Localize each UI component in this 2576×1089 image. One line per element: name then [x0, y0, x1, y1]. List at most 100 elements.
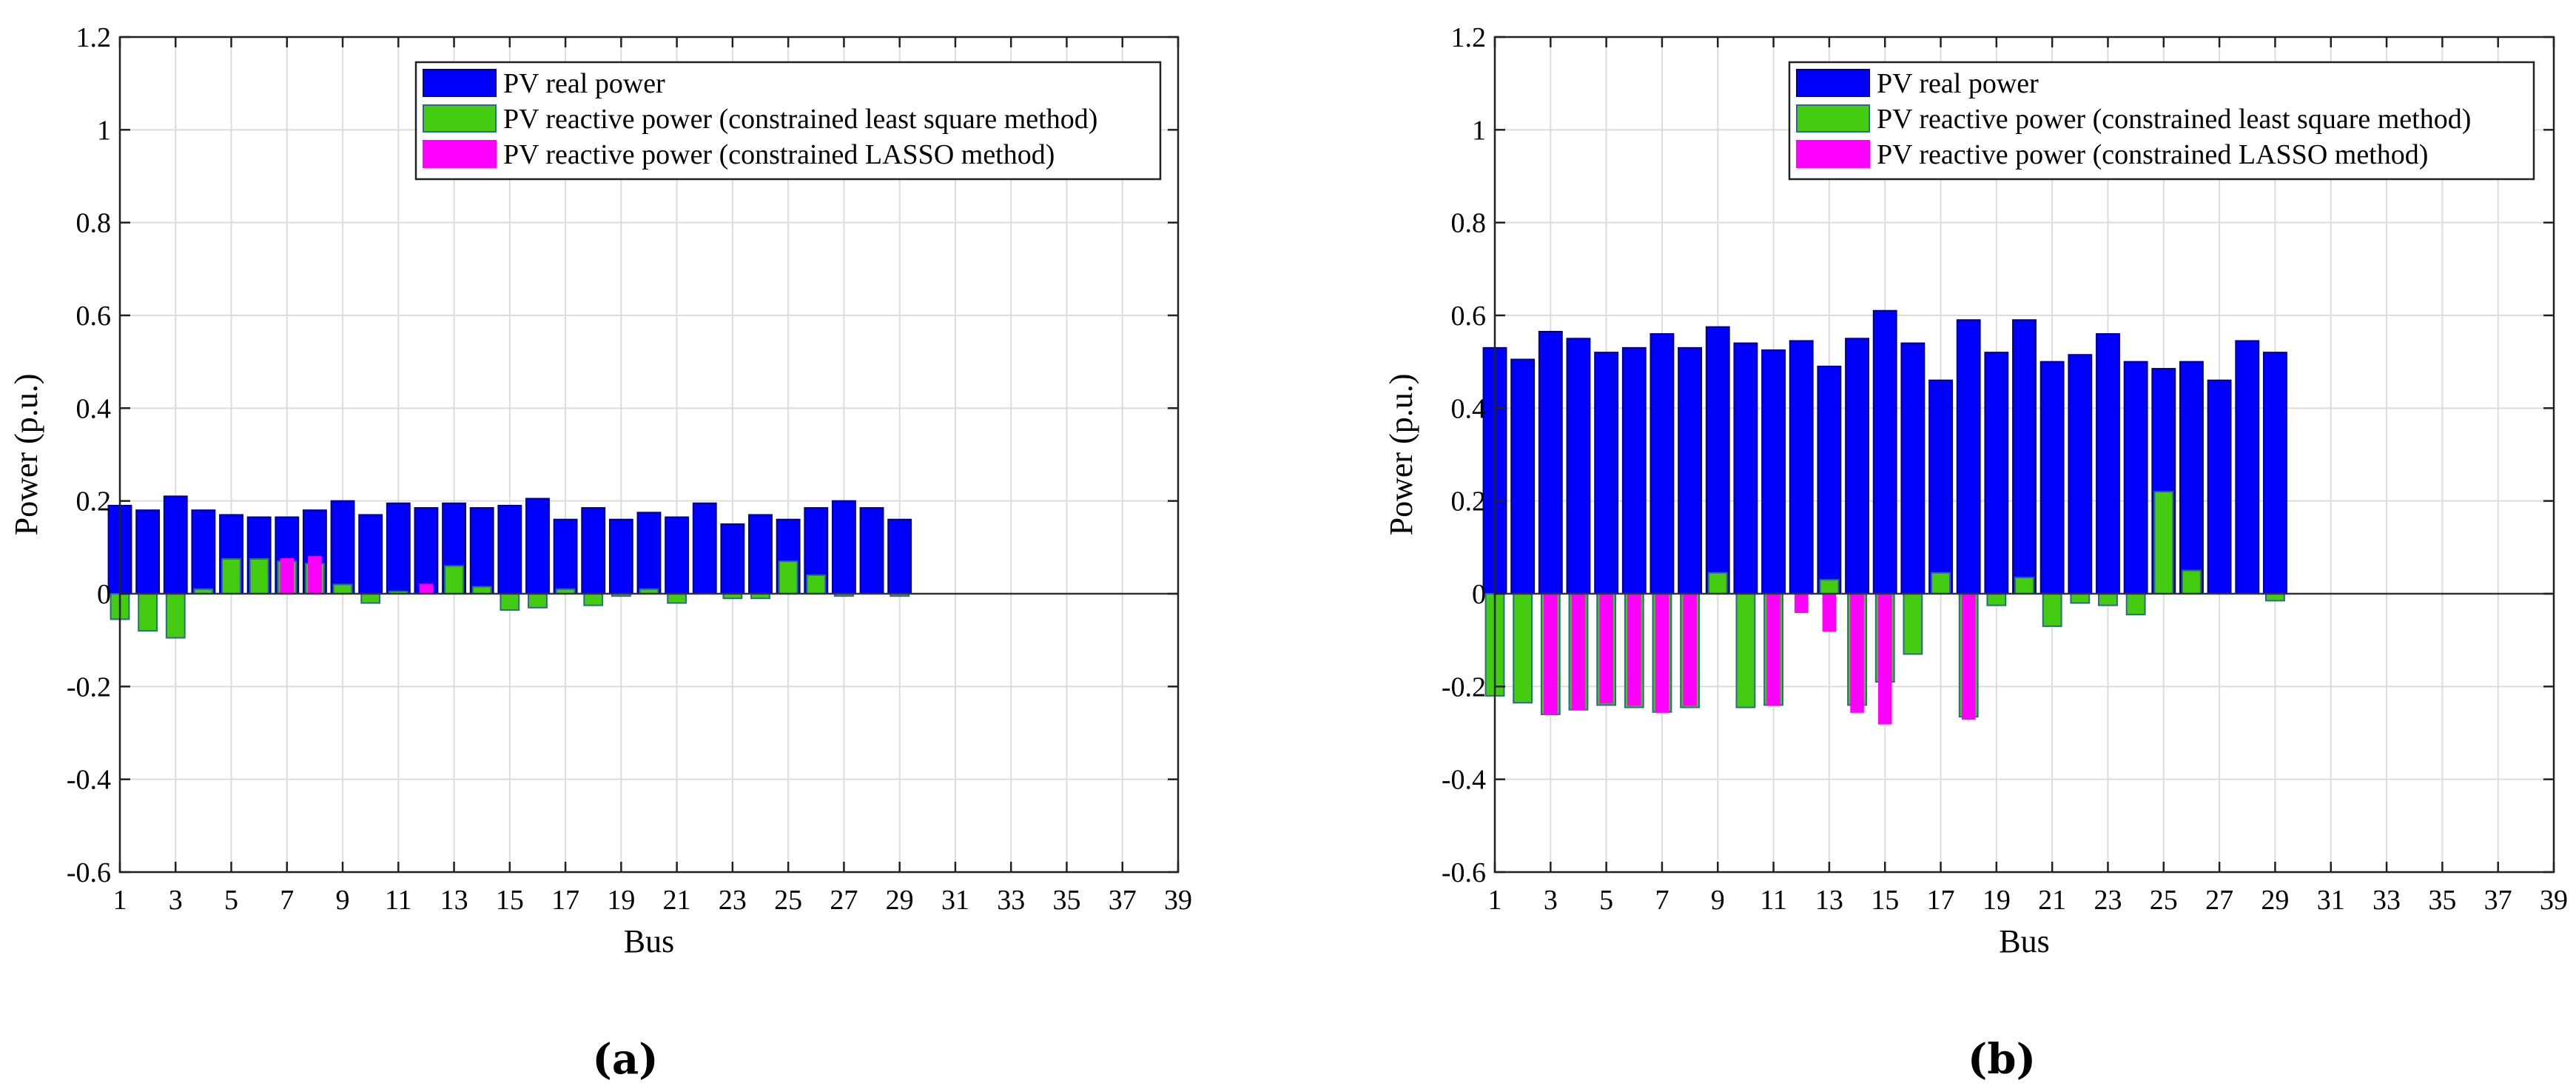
- bar-reactive-ls: [2182, 569, 2202, 595]
- legend-entry-ls: PV reactive power (constrained least squ…: [1877, 104, 2471, 135]
- bar-real-power: [497, 504, 522, 595]
- bar-reactive-lasso: [1766, 593, 1780, 706]
- legend-box: [1788, 61, 2535, 181]
- x-axis-label: Bus: [624, 923, 674, 959]
- bar-real-power: [1845, 338, 1869, 594]
- y-tick-label: 0.6: [76, 301, 112, 332]
- legend-swatch-ls: [1796, 104, 1870, 133]
- bar-real-power: [2123, 361, 2148, 594]
- bar-real-power: [330, 500, 355, 595]
- bar-reactive-ls: [1986, 593, 2007, 606]
- x-tick-label: 21: [2038, 885, 2066, 916]
- bar-real-power: [358, 514, 383, 595]
- x-tick-label: 37: [2484, 885, 2512, 916]
- x-tick-label: 3: [1544, 885, 1558, 916]
- x-tick-label: 3: [169, 885, 183, 916]
- x-tick-label: 39: [1164, 885, 1192, 916]
- panel-label: (b): [1968, 1035, 2036, 1084]
- legend-entry-real: PV real power: [1877, 68, 2039, 99]
- legend: PV real power PV reactive power (constrai…: [414, 61, 1162, 181]
- y-tick-label: 0.2: [76, 486, 112, 517]
- bar-real-power: [2235, 340, 2260, 594]
- bar-real-power: [1649, 333, 1675, 594]
- bar-real-power: [859, 507, 884, 594]
- x-tick-label: 33: [997, 885, 1025, 916]
- bar-reactive-ls: [1735, 593, 1756, 708]
- x-tick-label: 25: [774, 885, 802, 916]
- y-tick-label: 0.2: [1451, 486, 1487, 517]
- bar-real-power: [2039, 361, 2065, 594]
- x-tick-label: 7: [280, 885, 294, 916]
- legend-swatch-lasso: [423, 140, 497, 168]
- bar-real-power: [887, 518, 912, 595]
- bar-real-power: [2096, 333, 2120, 594]
- bar-reactive-ls: [360, 593, 381, 604]
- bar-reactive-lasso: [308, 555, 322, 594]
- bar-real-power: [1510, 358, 1536, 594]
- y-axis-label: Power (p.u.): [8, 374, 44, 536]
- bar-reactive-ls: [1819, 579, 1840, 595]
- y-axis-label: Power (p.u.): [1383, 374, 1419, 536]
- bar-real-power: [1984, 352, 2009, 594]
- bar-real-power: [1789, 340, 1814, 594]
- y-tick-label: 1: [97, 115, 111, 146]
- bar-reactive-ls: [1707, 572, 1728, 594]
- legend: PV real power PV reactive power (constrai…: [1788, 61, 2535, 181]
- bar-reactive-ls: [1931, 572, 1951, 594]
- bar-real-power: [414, 507, 439, 594]
- bar-reactive-ls: [528, 593, 548, 609]
- panel-label: (a): [592, 1035, 658, 1084]
- bar-reactive-lasso: [1571, 593, 1586, 711]
- x-tick-label: 9: [1711, 885, 1725, 916]
- x-tick-label: 27: [2205, 885, 2233, 916]
- x-tick-label: 29: [886, 885, 914, 916]
- x-tick-label: 39: [2540, 885, 2568, 916]
- bar-real-power: [720, 523, 745, 594]
- x-tick-label: 35: [2428, 885, 2456, 916]
- bar-real-power: [163, 495, 188, 595]
- bar-real-power: [1538, 330, 1563, 594]
- y-tick-label: -0.4: [1442, 765, 1486, 796]
- y-tick-label: 1: [1472, 115, 1486, 146]
- y-tick-label: 1.2: [1451, 22, 1487, 53]
- bar-reactive-ls: [2070, 593, 2091, 604]
- bar-reactive-ls: [500, 593, 520, 611]
- x-tick-label: 7: [1655, 885, 1669, 916]
- bar-real-power: [2262, 352, 2287, 594]
- bar-reactive-ls: [249, 558, 269, 594]
- legend-entry-lasso: PV reactive power (constrained LASSO met…: [1877, 139, 2428, 170]
- bar-reactive-ls: [806, 574, 827, 595]
- x-tick-label: 11: [1760, 885, 1787, 916]
- bar-reactive-lasso: [1544, 593, 1558, 715]
- legend-swatch-real: [423, 69, 497, 97]
- y-tick-label: -0.6: [1442, 857, 1486, 888]
- bar-real-power: [1594, 352, 1619, 594]
- bar-reactive-ls: [165, 593, 186, 639]
- x-tick-label: 23: [719, 885, 747, 916]
- bar-real-power: [831, 500, 856, 595]
- axes-box: [1493, 36, 2555, 874]
- legend-entry-lasso: PV reactive power (constrained LASSO met…: [503, 139, 1055, 170]
- bar-real-power: [469, 507, 494, 594]
- x-tick-label: 17: [1927, 885, 1955, 916]
- bar-reactive-ls: [444, 565, 464, 595]
- x-tick-label: 5: [224, 885, 238, 916]
- bar-real-power: [1761, 349, 1786, 594]
- bar-reactive-ls: [221, 558, 241, 594]
- bar-real-power: [1733, 342, 1758, 594]
- bar-real-power: [2068, 354, 2093, 594]
- legend-swatch-ls: [423, 104, 497, 133]
- x-tick-label: 15: [496, 885, 524, 916]
- bar-reactive-lasso: [419, 583, 434, 595]
- x-axis-label: Bus: [1999, 923, 2049, 959]
- bar-reactive-lasso: [1655, 593, 1669, 713]
- bar-reactive-ls: [332, 583, 353, 595]
- x-tick-label: 23: [2094, 885, 2122, 916]
- bar-reactive-ls: [2153, 491, 2174, 595]
- y-tick-label: 0.8: [76, 208, 112, 239]
- x-tick-label: 17: [551, 885, 579, 916]
- bar-real-power: [553, 518, 578, 595]
- bar-reactive-lasso: [1627, 593, 1641, 706]
- bar-real-power: [1956, 319, 1981, 594]
